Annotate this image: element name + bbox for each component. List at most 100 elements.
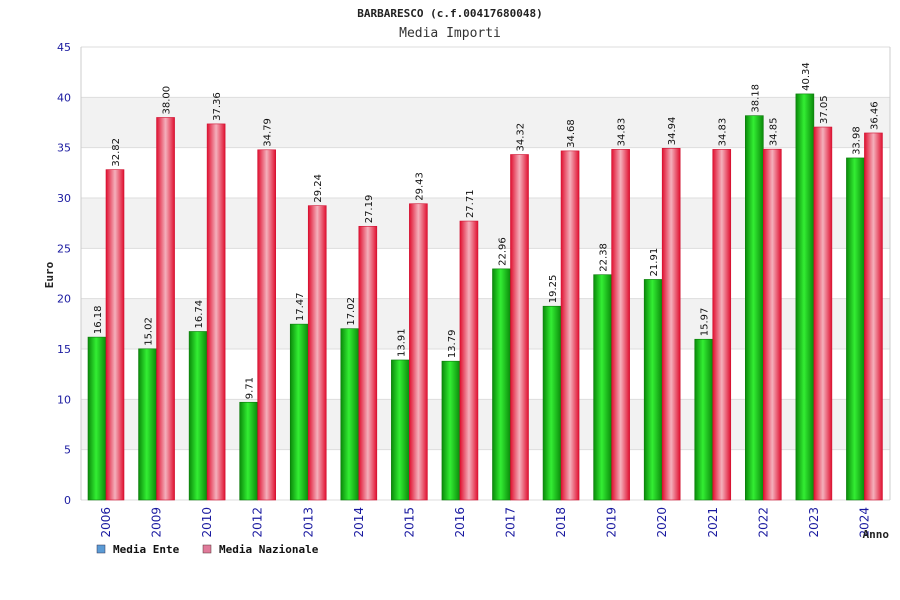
value-label: 29.24 <box>313 174 324 203</box>
value-label: 13.91 <box>396 328 407 357</box>
x-tick-label: 2018 <box>554 507 568 538</box>
value-label: 37.05 <box>819 95 830 124</box>
bar-media-ente-2019 <box>593 274 612 501</box>
value-label: 17.47 <box>295 292 306 321</box>
bar-media-nazionale-2013 <box>307 205 327 501</box>
x-tick-label: 2021 <box>706 507 720 538</box>
value-label: 40.34 <box>801 62 812 91</box>
value-label: 34.85 <box>768 118 779 147</box>
y-tick-label: 0 <box>64 494 71 507</box>
y-axis-ticks: 0 5 10 15 20 25 30 35 40 45 <box>57 41 71 507</box>
value-label: 34.83 <box>617 118 628 147</box>
bar-media-ente-2023 <box>795 93 815 501</box>
value-label: 34.79 <box>263 118 274 147</box>
bar-media-nazionale-2019 <box>611 149 630 501</box>
x-tick-label: 2019 <box>605 507 619 538</box>
x-tick-label: 2014 <box>352 507 366 538</box>
value-label: 34.32 <box>516 123 527 152</box>
bar-media-nazionale-2021 <box>712 149 732 501</box>
x-tick-label: 2023 <box>807 507 821 538</box>
value-label: 34.83 <box>718 118 729 147</box>
x-axis-ticks: 2006 2009 2010 2012 2013 2014 2015 2016 2017 2018… <box>99 507 871 538</box>
y-tick-label: 5 <box>64 444 71 457</box>
value-label: 27.19 <box>364 195 375 224</box>
value-label: 27.71 <box>465 189 476 218</box>
bar-media-nazionale-2016 <box>459 220 479 501</box>
x-tick-label: 2015 <box>402 507 416 538</box>
value-label: 29.43 <box>414 172 425 201</box>
value-label: 13.79 <box>447 330 458 359</box>
chart-title: BARBARESCO (c.f.00417680048) <box>357 7 542 20</box>
y-tick-label: 20 <box>57 293 71 306</box>
x-tick-label: 2006 <box>99 507 113 538</box>
y-tick-label: 30 <box>57 192 71 205</box>
value-label: 38.00 <box>162 86 173 115</box>
bar-media-nazionale-2024 <box>864 132 883 501</box>
bar-media-ente-2022 <box>745 115 764 501</box>
value-label: 22.96 <box>498 237 509 266</box>
bar-media-nazionale-2012 <box>257 149 276 501</box>
value-label: 32.82 <box>111 138 122 167</box>
bar-media-nazionale-2017 <box>510 154 529 501</box>
value-label: 15.97 <box>700 308 711 337</box>
legend-label-media-ente: Media Ente <box>113 543 180 556</box>
bar-media-nazionale-2009 <box>156 117 175 501</box>
y-tick-label: 25 <box>57 242 71 255</box>
bar-media-nazionale-2015 <box>409 203 428 501</box>
value-label: 22.38 <box>599 243 610 272</box>
bar-media-ente-2017 <box>492 268 511 501</box>
value-label: 19.25 <box>548 275 559 304</box>
y-tick-label: 15 <box>57 343 71 356</box>
x-tick-label: 2009 <box>150 507 164 538</box>
bar-media-ente-2021 <box>694 338 714 501</box>
bar-media-nazionale-2014 <box>358 225 378 501</box>
bar-media-nazionale-2022 <box>763 148 782 501</box>
bar-media-ente-2018 <box>542 305 562 501</box>
value-label: 15.02 <box>144 317 155 346</box>
bar-media-ente-2016 <box>441 360 461 501</box>
legend-swatch-media-ente <box>96 544 106 554</box>
bar-media-nazionale-2023 <box>813 126 833 501</box>
legend-swatch-media-nazionale <box>202 544 212 554</box>
value-label: 16.18 <box>93 305 104 334</box>
value-label: 36.46 <box>869 101 880 130</box>
value-label: 17.02 <box>346 297 357 326</box>
legend-label-media-nazionale: Media Nazionale <box>219 543 319 556</box>
y-tick-label: 35 <box>57 142 71 155</box>
bar-media-ente-2012 <box>239 401 258 501</box>
value-label: 21.91 <box>649 248 660 277</box>
value-label: 38.18 <box>750 84 761 113</box>
x-tick-label: 2012 <box>251 507 265 538</box>
x-tick-label: 2024 <box>857 507 871 538</box>
x-tick-label: 2010 <box>200 507 214 538</box>
data-labels: 16.18 32.82 15.02 38.00 16.74 37.36 9.71 34.79 1… <box>93 62 880 399</box>
x-tick-label: 2022 <box>756 507 770 538</box>
y-tick-label: 45 <box>57 41 71 54</box>
legend: Media Ente Media Nazionale <box>96 543 319 556</box>
chart-subtitle: Media Importi <box>399 26 501 41</box>
bar-media-ente-2015 <box>391 359 410 501</box>
value-label: 34.94 <box>667 117 678 146</box>
bar-media-ente-2024 <box>846 157 865 501</box>
bar-media-ente-2009 <box>138 348 157 501</box>
y-axis-label: Euro <box>43 261 56 288</box>
bar-media-ente-2010 <box>188 331 208 501</box>
y-tick-label: 10 <box>57 393 71 406</box>
x-tick-label: 2013 <box>301 507 315 538</box>
x-tick-label: 2016 <box>453 507 467 538</box>
bar-media-nazionale-2020 <box>661 147 681 501</box>
value-label: 33.98 <box>851 126 862 155</box>
y-tick-label: 40 <box>57 91 71 104</box>
bar-media-ente-2006 <box>87 336 107 501</box>
x-tick-label: 2017 <box>504 507 518 538</box>
x-tick-label: 2020 <box>655 507 669 538</box>
bar-media-nazionale-2006 <box>105 169 125 501</box>
bar-media-ente-2013 <box>289 323 309 501</box>
value-label: 16.74 <box>194 300 205 329</box>
value-label: 9.71 <box>245 377 256 399</box>
value-label: 37.36 <box>212 92 223 121</box>
bars <box>87 93 883 501</box>
bar-media-ente-2014 <box>340 328 360 501</box>
x-axis-label: Anno <box>863 528 890 541</box>
bar-media-nazionale-2018 <box>560 150 580 501</box>
